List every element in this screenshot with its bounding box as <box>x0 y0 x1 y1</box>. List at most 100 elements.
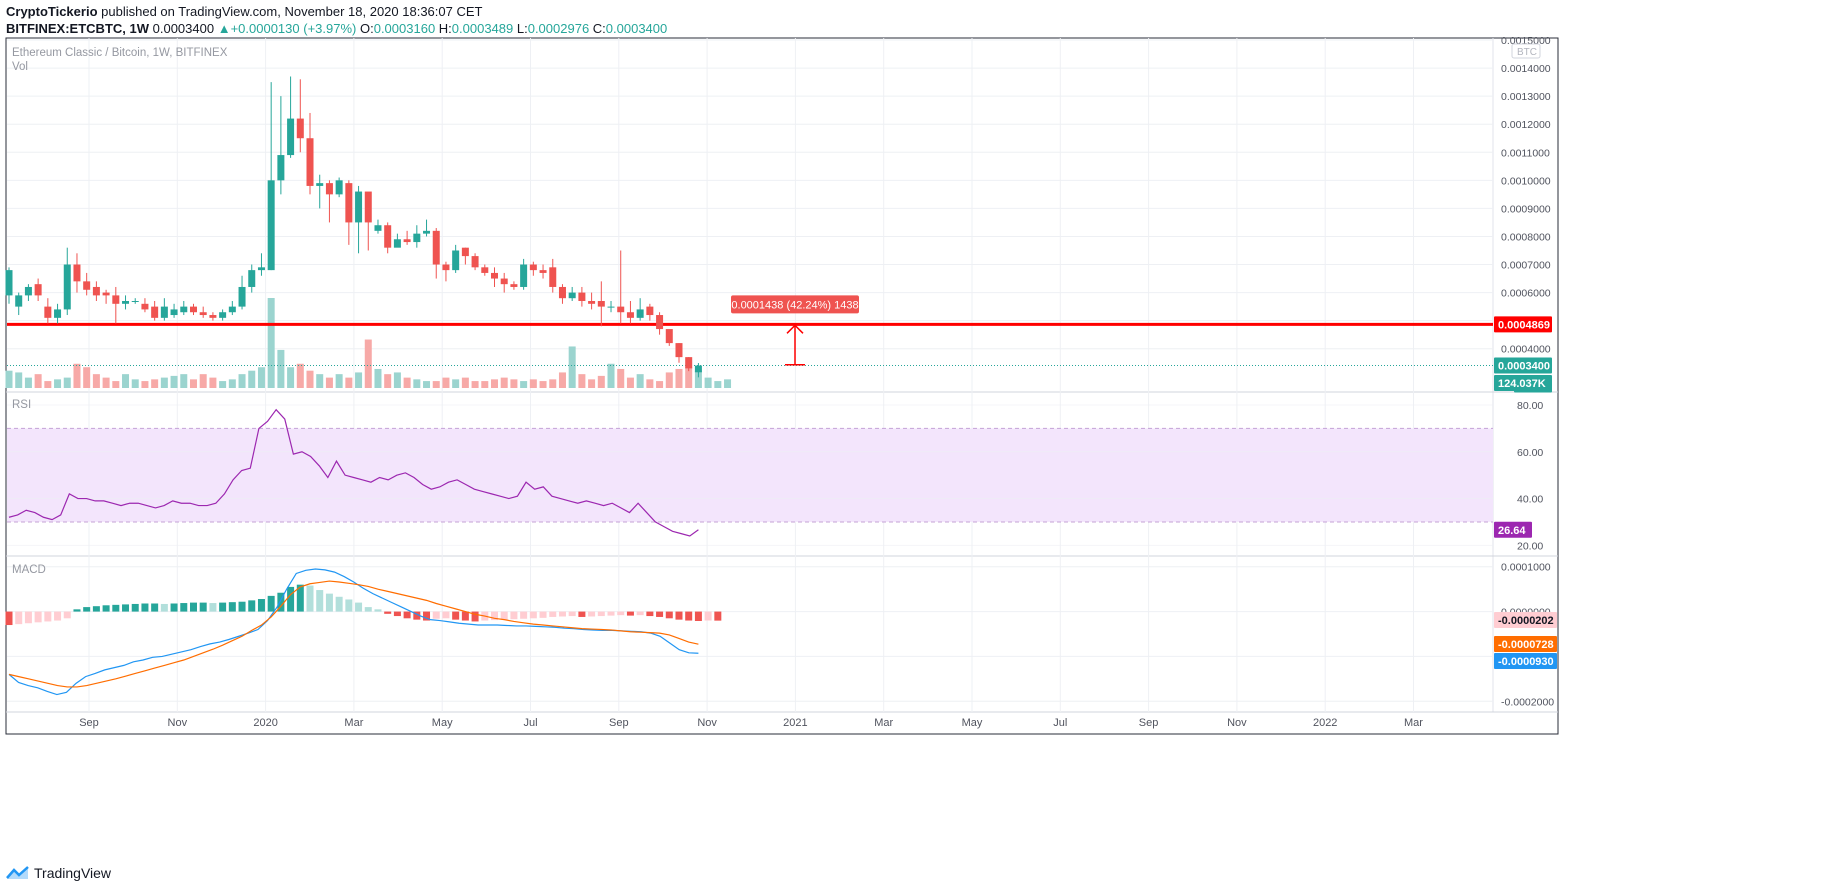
candle-body <box>5 270 13 296</box>
measure-label-text: 0.0001438 (42.24%) 1438 <box>731 299 858 311</box>
volume-bar <box>102 377 110 388</box>
macd-histogram-bar <box>549 611 557 617</box>
candle-body <box>510 284 518 287</box>
price-tick-label: 0.0012000 <box>1501 119 1551 131</box>
close-value: 0.0003400 <box>605 21 668 36</box>
volume-bar <box>189 379 197 388</box>
macd-title: MACD <box>12 564 46 576</box>
volume-bar <box>471 381 479 388</box>
volume-bar <box>724 379 732 388</box>
measure-label-bg <box>731 295 859 314</box>
high-value: 0.0003489 <box>451 21 514 36</box>
x-tick-label: Mar <box>874 717 893 729</box>
volume-bar <box>656 381 664 388</box>
candle-body <box>558 286 566 299</box>
candle-body <box>15 295 23 307</box>
volume-badge: 124.037K <box>1494 375 1552 391</box>
volume-bar <box>122 374 130 388</box>
macd-histogram-bar <box>325 593 333 612</box>
volume-bar <box>5 370 13 388</box>
chart-canvas[interactable]: Sep Nov 2020 Mar May Jul Sep Nov 2021 Mar May Jul Se… <box>0 0 1828 860</box>
macd-tick-label: 0.0001000 <box>1501 562 1551 574</box>
candle-body <box>355 191 363 223</box>
candle-body <box>345 183 353 223</box>
x-tick-label: 2020 <box>253 717 277 729</box>
footer-brand[interactable]: TradingView <box>6 865 111 881</box>
volume-bar <box>92 374 100 388</box>
macd-histogram-bar <box>248 600 256 612</box>
macd-histogram-bar <box>122 604 130 612</box>
macd-histogram-bar <box>112 604 120 612</box>
rsi-tick-label: 40.00 <box>1517 494 1543 506</box>
volume-bar <box>345 377 353 388</box>
macd-signal-badge-bg <box>1494 636 1557 652</box>
macd-signal-badge-text: -0.0000728 <box>1498 639 1554 651</box>
volume-bar <box>15 372 23 388</box>
volume-bar <box>335 374 343 388</box>
macd-histogram-bar <box>238 601 246 612</box>
volume-bar <box>355 372 363 388</box>
currency-label: BTC <box>1517 47 1537 58</box>
volume-bar <box>24 377 32 388</box>
volume-bar <box>384 374 392 388</box>
macd-histogram-bar <box>461 611 469 621</box>
macd-histogram-bar <box>228 602 236 612</box>
macd-histogram-bar <box>452 611 460 620</box>
candle-body <box>228 306 236 313</box>
publisher-name[interactable]: CryptoTickerio <box>6 4 98 19</box>
macd-histogram-bar <box>63 611 71 619</box>
publish-info: CryptoTickerio published on TradingView.… <box>6 4 482 19</box>
volume-bar <box>306 370 314 388</box>
candle-body <box>257 267 265 271</box>
macd-histogram-bar <box>588 611 596 617</box>
macd-histogram-bar <box>180 603 188 612</box>
candle-body <box>131 301 139 302</box>
candle-body <box>568 292 576 299</box>
macd-histogram-bar <box>491 611 498 621</box>
macd-histogram-bar <box>102 605 110 612</box>
macd-histogram-bar <box>597 611 605 617</box>
price-tick-label: 0.0010000 <box>1501 175 1551 187</box>
volume-bar <box>704 377 712 388</box>
volume-bar <box>131 379 139 388</box>
x-tick-label: Jul <box>1053 717 1067 729</box>
macd-histogram-bar <box>355 602 363 612</box>
candle-body <box>694 365 702 373</box>
rsi-title: RSI <box>12 399 31 411</box>
price-tick-label: 0.0014000 <box>1501 63 1551 75</box>
macd-histogram-bar <box>34 611 42 623</box>
macd-histogram-bar <box>636 611 644 616</box>
candle-body <box>92 286 100 296</box>
volume-bar <box>510 379 518 388</box>
macd-line-badge-bg <box>1494 653 1557 669</box>
macd-histogram-bar <box>520 611 528 619</box>
volume-bar <box>675 368 683 388</box>
candle-body <box>335 180 343 195</box>
level-price-badge-bg <box>1494 316 1552 333</box>
macd-histogram-bar <box>160 603 168 612</box>
price-tick-label: 0.0007000 <box>1501 260 1551 272</box>
volume-bar <box>481 381 489 388</box>
price-tick-label: 0.0013000 <box>1501 91 1551 103</box>
volume-bar <box>374 368 382 388</box>
volume-bar <box>539 381 547 388</box>
macd-histogram-bar <box>656 611 664 617</box>
measure-label: 0.0001438 (42.24%) 1438 <box>731 295 859 314</box>
x-tick-label: 2022 <box>1313 717 1337 729</box>
candle-body <box>685 357 693 369</box>
candle-body <box>248 270 256 287</box>
chart-title: Ethereum Classic / Bitcoin, 1W, BITFINEX <box>12 47 228 59</box>
volume-bar <box>442 377 450 388</box>
x-tick-label: Mar <box>1404 717 1423 729</box>
candle-body <box>500 278 508 285</box>
rsi-tick-label: 20.00 <box>1517 540 1543 552</box>
x-tick-label: Jul <box>523 717 537 729</box>
candle-body <box>656 315 664 330</box>
macd-histogram-bar <box>73 609 81 612</box>
macd-histogram-bar <box>714 611 722 621</box>
macd-histogram-bar <box>578 611 586 617</box>
candle-body <box>170 309 178 316</box>
candle-body <box>219 312 227 318</box>
macd-histogram-bar <box>558 611 566 617</box>
macd-histogram-bar <box>83 607 91 612</box>
